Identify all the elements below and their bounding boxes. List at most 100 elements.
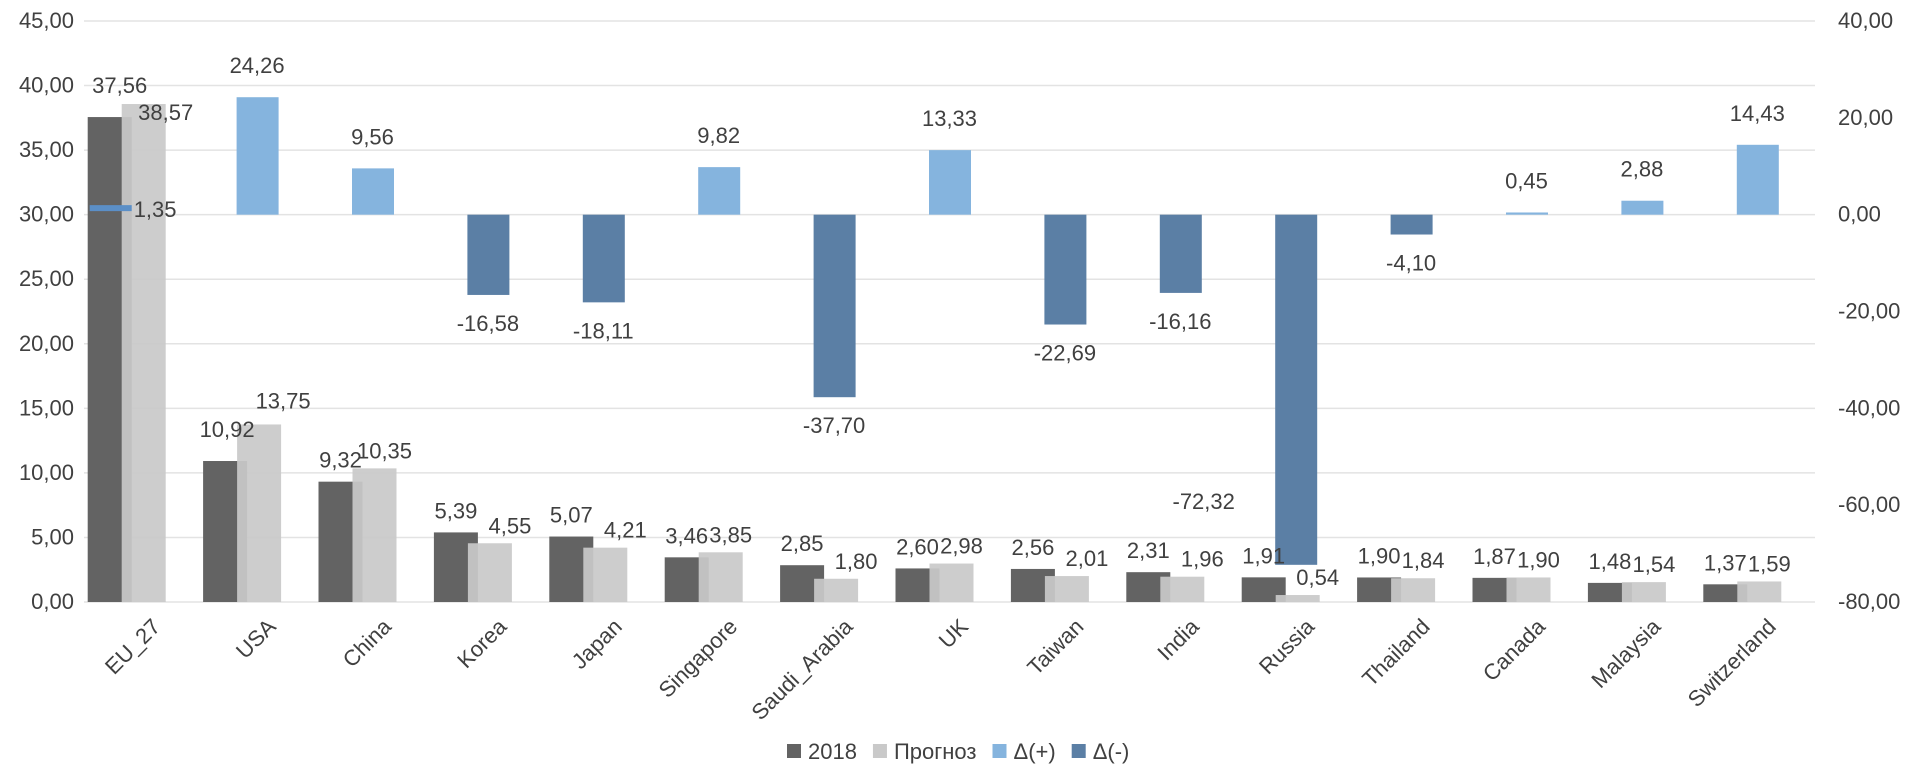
right-tick-label: 40,00 [1838, 8, 1893, 33]
label-2018-india: 2,31 [1127, 538, 1170, 563]
label-2018-thailand: 1,90 [1358, 543, 1401, 568]
label-forecast-thailand: 1,84 [1402, 548, 1445, 573]
bar-delta-pos-switzerland [1736, 144, 1779, 215]
label-forecast-switzerland: 1,59 [1748, 551, 1791, 576]
label-forecast-india: 1,96 [1181, 547, 1224, 572]
category-label-china: China [338, 613, 397, 672]
bar-delta-pos-usa [236, 97, 279, 215]
label-forecast-usa: 13,75 [256, 388, 311, 413]
label-delta-uk: 13,33 [922, 106, 977, 131]
right-axis: -80,00 -60,00 -40,00 -20,00 0,00 20,00 40,00 [1838, 8, 1900, 614]
label-delta-india: -16,16 [1149, 309, 1211, 334]
bar-forecast-uk [929, 563, 974, 602]
right-tick-label: -40,00 [1838, 395, 1900, 420]
bar-forecast-saudi-arabia [814, 578, 859, 602]
left-tick-label: 35,00 [19, 137, 74, 162]
legend-label-1: Прогноз [894, 739, 977, 764]
label-forecast-uk: 2,98 [940, 534, 983, 559]
label-delta-saudi-arabia: -37,70 [803, 413, 865, 438]
bars [87, 97, 1782, 603]
label-delta-singapore: 9,82 [697, 123, 740, 148]
bar-forecast-switzerland [1737, 581, 1782, 602]
label-2018-russia: 1,91 [1242, 543, 1285, 568]
bar-delta-neg-japan [582, 214, 625, 303]
label-forecast-japan: 4,21 [604, 518, 647, 543]
bar-delta-pos-china [352, 168, 394, 215]
label-forecast-taiwan: 2,01 [1065, 546, 1108, 571]
bar-delta-neg-india [1159, 214, 1202, 293]
right-tick-label: -20,00 [1838, 299, 1900, 324]
bar-forecast-japan [583, 547, 628, 602]
right-tick-label: 20,00 [1838, 105, 1893, 130]
label-delta-malaysia: 2,88 [1620, 157, 1663, 182]
right-tick-label: -80,00 [1838, 589, 1900, 614]
label-2018-saudi-arabia: 2,85 [781, 531, 824, 556]
label-2018-taiwan: 2,56 [1011, 535, 1054, 560]
label-2018-usa: 10,92 [200, 417, 255, 442]
label-2018-uk: 2,60 [896, 534, 939, 559]
category-labels: EU_27 USA China Korea Japan Singapore Saudi_Ar… [100, 613, 1781, 725]
legend-label-0: 2018 [808, 739, 857, 764]
bar-forecast-india [1160, 576, 1205, 602]
category-label-thailand: Thailand [1357, 614, 1434, 691]
label-forecast-china: 10,35 [357, 438, 412, 463]
right-tick-label: 0,00 [1838, 202, 1881, 227]
left-tick-label: 15,00 [19, 395, 74, 420]
bar-delta-pos-canada [1506, 212, 1548, 215]
category-label-japan: Japan [567, 614, 627, 674]
bar-delta-pos-malaysia [1621, 200, 1664, 215]
left-tick-label: 30,00 [19, 202, 74, 227]
bar-forecast-thailand [1391, 578, 1436, 602]
left-tick-label: 45,00 [19, 8, 74, 33]
label-2018-canada: 1,87 [1473, 544, 1516, 569]
label-forecast-eu-27: 38,57 [138, 100, 193, 125]
label-delta-switzerland: 14,43 [1730, 101, 1785, 126]
label-2018-switzerland: 1,37 [1704, 550, 1747, 575]
category-label-usa: USA [231, 614, 281, 664]
right-tick-label: -60,00 [1838, 492, 1900, 517]
legend-label-2: Δ(+) [1014, 739, 1056, 764]
left-tick-label: 0,00 [31, 589, 74, 614]
label-forecast-russia: 0,54 [1296, 565, 1339, 590]
category-label-malaysia: Malaysia [1586, 613, 1666, 693]
category-label-saudi-arabia: Saudi_Arabia [747, 613, 859, 725]
left-tick-label: 40,00 [19, 73, 74, 98]
bar-forecast-usa [237, 424, 282, 602]
bar-forecast-eu-27 [121, 104, 166, 603]
left-tick-label: 20,00 [19, 331, 74, 356]
legend-swatch-0 [787, 744, 801, 758]
category-label-switzerland: Switzerland [1683, 614, 1781, 712]
bar-forecast-malaysia [1621, 582, 1666, 602]
label-delta-china: 9,56 [351, 124, 394, 149]
category-label-canada: Canada [1478, 613, 1551, 686]
bar-delta-neg-thailand [1390, 214, 1433, 235]
marker-label-eu-27: 1,35 [134, 197, 177, 222]
legend-swatch-1 [872, 744, 887, 758]
bar-delta-neg-saudi-arabia [813, 214, 856, 398]
bar-forecast-singapore [698, 552, 743, 602]
category-label-uk: UK [934, 614, 974, 654]
label-forecast-korea: 4,55 [488, 513, 531, 538]
bar-2018-malaysia [1587, 582, 1632, 602]
category-label-taiwan: Taiwan [1022, 614, 1088, 680]
category-label-eu-27: EU_27 [100, 614, 165, 679]
label-forecast-saudi-arabia: 1,80 [835, 549, 878, 574]
bar-delta-neg-korea [467, 214, 510, 295]
label-forecast-canada: 1,90 [1517, 547, 1560, 572]
category-label-russia: Russia [1254, 613, 1320, 679]
label-2018-korea: 5,39 [434, 498, 477, 523]
bar-delta-pos-singapore [698, 167, 741, 215]
label-2018-singapore: 3,46 [665, 523, 708, 548]
bar-delta-pos-uk [929, 150, 971, 215]
bar-forecast-canada [1506, 577, 1551, 602]
category-label-korea: Korea [452, 613, 512, 673]
category-label-singapore: Singapore [654, 614, 743, 703]
legend-label-3: Δ(-) [1093, 739, 1130, 764]
label-delta-korea: -16,58 [457, 311, 519, 336]
label-2018-china: 9,32 [319, 448, 362, 473]
label-2018-eu-27: 37,56 [92, 73, 147, 98]
left-axis: 0,00 5,00 10,00 15,00 20,00 25,00 30,00 35,00 40… [19, 8, 74, 614]
bar-forecast-russia [1275, 595, 1320, 602]
